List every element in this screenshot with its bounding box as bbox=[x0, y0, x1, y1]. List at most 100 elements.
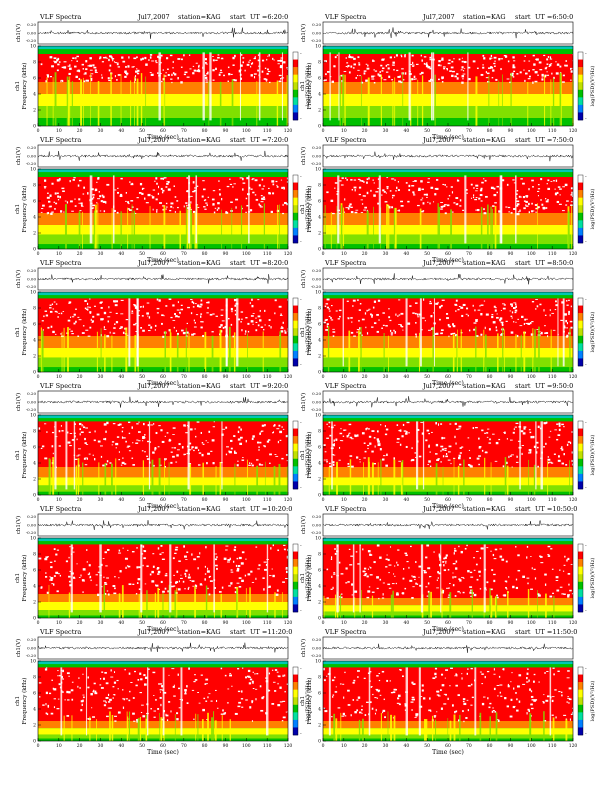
panel-date: Jul7,2007 bbox=[137, 13, 170, 21]
spectrogram-streak bbox=[340, 205, 343, 249]
spectrogram-speckle bbox=[78, 677, 80, 679]
spectrogram-speckle bbox=[212, 426, 216, 428]
spectrogram-speckle bbox=[125, 698, 128, 700]
spectrogram-speckle bbox=[551, 699, 554, 703]
spectrogram-band-1 bbox=[38, 538, 288, 542]
spectrogram-speckle bbox=[437, 571, 440, 574]
spectrogram-speckle bbox=[397, 181, 399, 183]
spectrogram-speckle bbox=[260, 195, 263, 197]
colorbar-tick-label: - bbox=[585, 174, 587, 180]
spectrogram-streak bbox=[400, 462, 403, 495]
spectrogram-speckle bbox=[559, 586, 563, 588]
spectrogram-speckle bbox=[335, 686, 337, 688]
spectrogram-speckle bbox=[446, 587, 449, 589]
spectrogram-speckle bbox=[164, 458, 166, 461]
spectrogram-speckle bbox=[473, 569, 476, 571]
spectrogram-speckle bbox=[445, 669, 449, 671]
x-tick-label: 50 bbox=[139, 497, 145, 503]
spectrogram-speckle bbox=[148, 324, 151, 326]
spectrogram-speckle bbox=[230, 571, 234, 573]
spectrogram-streak bbox=[246, 459, 248, 495]
spectrogram-speckle bbox=[176, 570, 179, 573]
spectrogram-speckle bbox=[415, 456, 417, 458]
spectrogram-speckle bbox=[357, 696, 361, 699]
spectrogram-speckle bbox=[164, 574, 168, 577]
spectrogram-streak bbox=[63, 327, 65, 372]
spectrogram-speckle bbox=[234, 452, 237, 454]
waveform-trace bbox=[37, 27, 289, 39]
colorbar-frame bbox=[292, 174, 299, 244]
spectrogram-speckle bbox=[463, 720, 465, 723]
spectrogram-speckle bbox=[440, 205, 444, 208]
spectrogram-speckle bbox=[256, 459, 259, 461]
spectrogram-speckle bbox=[454, 549, 457, 552]
y-tick-label: 6 bbox=[318, 199, 321, 205]
spectrogram-band-1 bbox=[323, 46, 573, 50]
spectrogram-speckle bbox=[108, 306, 110, 309]
spectrogram-speckle bbox=[391, 206, 394, 209]
spectrogram-speckle bbox=[245, 676, 247, 679]
spectrogram-speckle bbox=[500, 58, 503, 60]
spectrogram-speckle bbox=[381, 70, 384, 72]
spectrogram-speckle bbox=[430, 328, 434, 330]
spectrogram-speckle bbox=[55, 571, 59, 574]
spectrogram-speckle bbox=[128, 699, 131, 702]
spectrogram-speckle bbox=[361, 712, 363, 714]
spectrogram-speckle bbox=[466, 672, 468, 675]
spectrogram-speckle bbox=[44, 423, 47, 425]
spectrogram-speckle bbox=[84, 457, 88, 459]
spectrogram-streak bbox=[121, 585, 124, 618]
spectrogram-white-streak bbox=[60, 667, 63, 736]
spectrogram-streak bbox=[544, 75, 546, 126]
panel-start-label: start bbox=[515, 136, 531, 144]
spectrogram-speckle bbox=[51, 211, 54, 213]
spectrogram-speckle bbox=[535, 441, 539, 444]
spectrogram-speckle bbox=[257, 299, 260, 301]
spectrogram-speckle bbox=[53, 698, 56, 700]
spectrogram-speckle bbox=[389, 56, 392, 59]
waveform-trace bbox=[37, 642, 289, 653]
spectrogram-speckle bbox=[331, 679, 335, 682]
spectrogram-speckle bbox=[478, 447, 481, 449]
spectrogram-speckle bbox=[196, 69, 200, 72]
spectrogram-speckle bbox=[356, 331, 358, 334]
colorbar-segment bbox=[293, 220, 298, 229]
spectrogram-speckle bbox=[467, 66, 471, 69]
spectrogram-speckle bbox=[350, 714, 352, 717]
spectrogram-white-streak bbox=[420, 544, 424, 613]
colorbar-tick-label: - bbox=[585, 116, 587, 122]
spectrogram-speckle bbox=[516, 685, 520, 688]
spectrogram-speckle bbox=[230, 582, 233, 585]
spectrogram-speckle bbox=[170, 461, 173, 464]
spectrogram-streak bbox=[179, 210, 182, 249]
spectrogram-speckle bbox=[404, 587, 407, 590]
spectrogram-speckle bbox=[198, 702, 201, 704]
spectrogram-speckle bbox=[418, 455, 422, 458]
spectrogram-speckle bbox=[341, 715, 345, 717]
spectrogram-speckle bbox=[238, 426, 241, 429]
spectrogram-speckle bbox=[160, 177, 163, 180]
spectrogram-speckle bbox=[242, 177, 244, 181]
spectrogram-speckle bbox=[537, 446, 539, 449]
spectrogram-speckle bbox=[131, 457, 134, 459]
y-tick-label: 0 bbox=[318, 493, 321, 499]
spectrogram-speckle bbox=[129, 181, 131, 183]
spectrogram-ylabel-channel: ch1 bbox=[15, 81, 21, 91]
spectrogram-speckle bbox=[84, 464, 88, 466]
colorbar-segment bbox=[578, 667, 583, 675]
spectrogram-speckle bbox=[364, 573, 368, 575]
colorbar-segment bbox=[578, 481, 583, 490]
spectrogram-speckle bbox=[493, 573, 496, 576]
spectrogram-streak bbox=[330, 212, 332, 249]
spectrogram-speckle bbox=[498, 438, 501, 441]
spectrogram-speckle bbox=[412, 312, 415, 314]
spectrogram-speckle bbox=[346, 62, 349, 64]
spectrogram-speckle bbox=[91, 321, 94, 323]
spectrogram-streak bbox=[390, 594, 393, 618]
spectrogram-speckle bbox=[480, 333, 483, 336]
spectrogram-band-2 bbox=[323, 49, 573, 54]
spectrogram-speckle bbox=[125, 66, 127, 68]
spectrogram-streak bbox=[139, 716, 141, 741]
spectrogram-speckle bbox=[346, 300, 349, 302]
spectrogram-streak bbox=[77, 458, 80, 495]
